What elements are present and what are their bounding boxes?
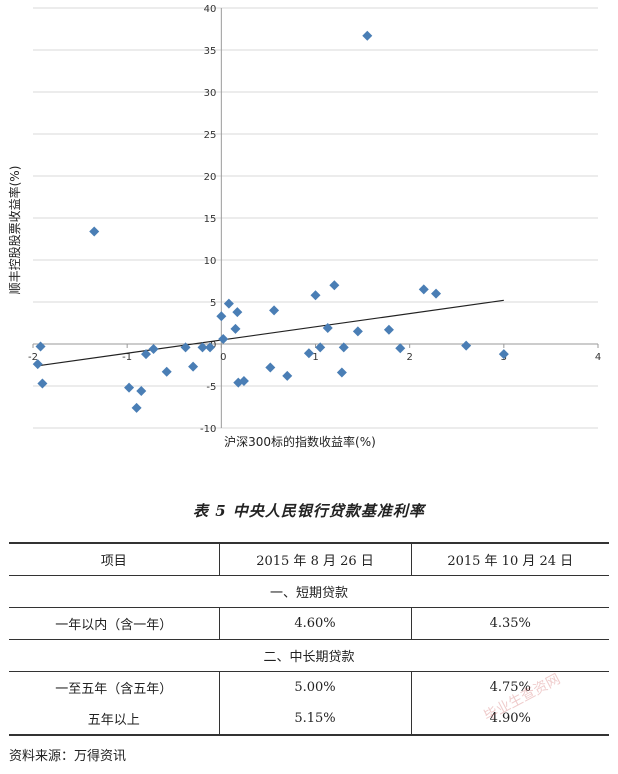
data-point xyxy=(197,342,208,353)
data-point xyxy=(232,307,243,318)
interest-rate-table: 项目 2015 年 8 月 26 日 2015 年 10 月 24 日 一、短期… xyxy=(9,542,609,736)
data-point xyxy=(37,378,48,389)
y-tick-label: 5 xyxy=(210,298,216,309)
row-rate-date-2: 4.35% xyxy=(410,607,609,640)
section-row-short-term: 一、短期贷款 xyxy=(9,575,609,608)
section-row-long-term: 二、中长期贷款 xyxy=(9,639,609,672)
row-item: 一至五年（含五年） xyxy=(55,682,173,697)
x-tick-label: 2 xyxy=(406,352,412,363)
column-header-item: 项目 xyxy=(9,542,219,576)
column-header-date-1: 2015 年 8 月 26 日 xyxy=(218,542,411,576)
data-point xyxy=(131,402,142,413)
grid-lines xyxy=(33,7,598,429)
source-note: 资料来源：万得资讯 xyxy=(9,749,127,764)
row-rate-date-2: 4.90% xyxy=(410,703,609,736)
data-point xyxy=(141,349,151,360)
table-row: 五年以上 5.15% 4.90% xyxy=(9,703,609,736)
y-tick-label: 30 xyxy=(204,88,217,99)
section-title-short-term: 一、短期贷款 xyxy=(9,575,609,608)
trend-line xyxy=(37,299,504,367)
scatter-chart: -10-50510152025303540-2-112340 沪深300标的指数… xyxy=(7,4,601,449)
row-rate-date-1: 4.60% xyxy=(218,607,411,640)
row-rate-date-1: 5.00% xyxy=(218,671,411,703)
y-tick-label: 20 xyxy=(204,172,217,183)
x-axis-title: 沪深300标的指数收益率(%) xyxy=(224,434,376,449)
data-points xyxy=(32,30,509,413)
y-axis-title: 顺丰控股股票收益率(%) xyxy=(7,166,22,295)
data-point xyxy=(282,370,293,381)
row-item: 一年以内（含一年） xyxy=(55,618,173,633)
table-row: 一年以内（含一年） 4.60% 4.35% xyxy=(9,607,609,640)
column-header-date-2: 2015 年 10 月 24 日 xyxy=(410,542,609,576)
data-point xyxy=(188,361,199,372)
data-point xyxy=(498,349,509,360)
data-point xyxy=(216,311,227,322)
data-point xyxy=(315,342,326,353)
data-point xyxy=(238,375,249,386)
data-point xyxy=(218,333,229,344)
data-point xyxy=(336,367,347,378)
data-point xyxy=(148,344,159,355)
x-tick-label: -1 xyxy=(122,352,132,363)
y-tick-label: 10 xyxy=(204,256,217,267)
data-point xyxy=(89,226,100,237)
data-point xyxy=(461,340,472,351)
row-rate-date-1: 5.15% xyxy=(218,703,411,736)
data-point xyxy=(322,323,333,334)
y-tick-label: 25 xyxy=(204,130,217,141)
data-point xyxy=(136,386,147,397)
y-tick-label: -10 xyxy=(200,424,216,435)
table-header-row: 项目 2015 年 8 月 26 日 2015 年 10 月 24 日 xyxy=(9,542,609,576)
y-tick-label: 35 xyxy=(204,46,217,57)
data-point xyxy=(180,342,191,353)
data-point xyxy=(352,326,363,337)
data-point xyxy=(230,323,241,334)
data-point xyxy=(310,290,321,301)
data-point xyxy=(161,366,172,377)
data-point xyxy=(303,348,314,359)
x-tick-label: 0 xyxy=(220,352,226,363)
axes xyxy=(32,8,599,428)
x-tick-label: 4 xyxy=(595,352,601,363)
data-point xyxy=(418,284,429,295)
data-point xyxy=(338,342,349,353)
x-tick-label: 1 xyxy=(312,352,318,363)
data-point xyxy=(32,359,43,370)
y-tick-label: 40 xyxy=(204,4,217,15)
data-point xyxy=(205,342,216,353)
table-caption: 表 5 中央人民银行贷款基准利率 xyxy=(193,502,425,520)
data-point xyxy=(383,324,394,335)
data-point xyxy=(362,30,373,41)
data-point xyxy=(223,298,234,309)
row-rate-date-2: 4.75% xyxy=(410,671,609,703)
x-tick-label: -2 xyxy=(28,352,38,363)
data-point xyxy=(431,288,442,299)
y-tick-label: 15 xyxy=(204,214,217,225)
section-title-long-term: 二、中长期贷款 xyxy=(9,639,609,672)
data-point xyxy=(269,305,280,316)
data-point xyxy=(395,343,406,354)
data-point xyxy=(265,362,276,373)
y-tick-label: -5 xyxy=(206,382,216,393)
data-point xyxy=(124,382,135,393)
data-point xyxy=(329,280,340,291)
tick-labels: -10-50510152025303540-2-112340 xyxy=(28,4,601,435)
data-point xyxy=(35,341,46,352)
row-item: 五年以上 xyxy=(9,703,219,736)
table-row: 一至五年（含五年） 5.00% 4.75% xyxy=(9,671,609,703)
